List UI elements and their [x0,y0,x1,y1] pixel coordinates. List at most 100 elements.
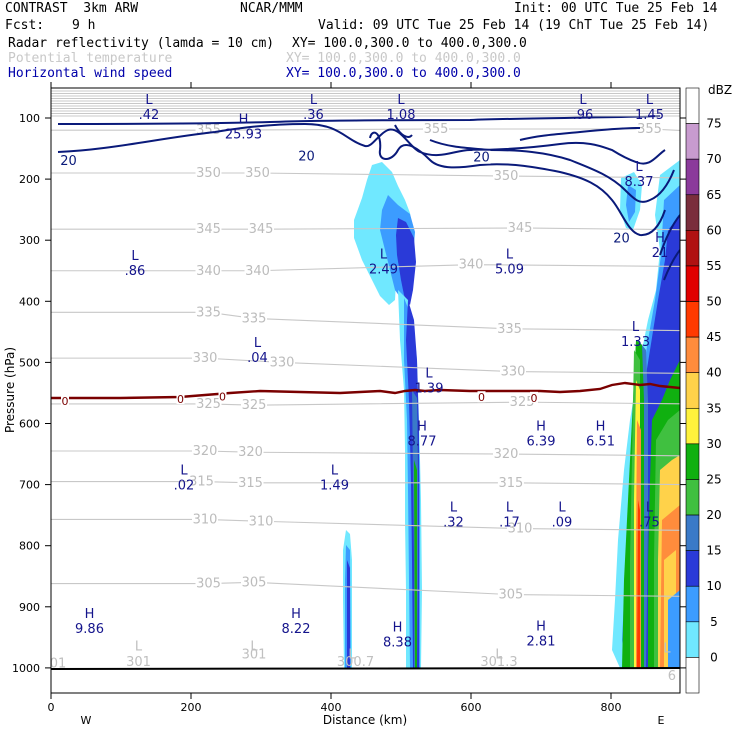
theta-label-bg [493,446,519,461]
theta-label-bg [269,354,295,369]
theta-label: 305 [242,575,267,590]
colorbar-level: 45 [706,330,721,344]
theta-label-bg [244,262,271,277]
colorbar-swatch [685,230,700,267]
theta-label: 320 [494,447,519,462]
colorbar-level: 55 [706,259,721,273]
theta-label-bg [458,256,484,271]
theta-label-bg [248,221,274,236]
extremum-kind: L [145,93,153,108]
extremum-value: 8.38 [383,636,412,651]
theta-label: 315 [189,475,214,490]
extremum-kind: L [646,500,654,515]
field-theta: Potential temperature [8,51,173,66]
surface-label: 01 [50,657,67,672]
y-tick-label: 300 [19,234,40,247]
theta-label: 340 [459,258,484,273]
colorbar-swatch [685,123,700,160]
extremum-value: .02 [174,479,195,494]
theta-label-bg [507,219,533,234]
theta-label: 355 [637,122,662,137]
zero-label: 0 [531,392,538,405]
extremum-value: 8.77 [408,435,437,450]
surface-label: L [663,641,671,656]
theta-label: 340 [196,264,221,279]
colorbar-level: 75 [706,117,721,131]
surface-label: 301 [126,655,151,670]
reflectivity-fill [343,160,680,668]
extremum-kind: L [331,464,339,479]
extremum-value: 8.37 [625,175,654,190]
field-reflectivity-xy: XY= 100.0,300.0 to 400.0,300.0 [292,36,527,51]
model-title: CONTRAST 3km ARW [5,1,139,16]
terrain-line [51,667,680,670]
field-wind-xy: XY= 100.0,300.0 to 400.0,300.0 [286,66,521,81]
extremum-kind: L [180,464,188,479]
extremum-value: 21 [652,246,669,261]
theta-label-bg [241,310,267,325]
extremum-kind: H [417,420,427,435]
colorbar-swatch [685,585,700,623]
y-tick-label: 500 [19,356,40,369]
extremum-value: .42 [139,108,160,123]
theta-label: 345 [508,221,533,236]
init-time: Init: 00 UTC Tue 25 Feb 14 [514,1,718,16]
colorbar-swatch [685,443,700,480]
surface-label: 301.3 [480,655,517,670]
y-tick-label: 200 [19,173,40,186]
zero-label-bg [477,391,486,403]
surface-label: L [348,647,356,662]
colorbar-level: 70 [706,152,721,166]
freezing-level-line [51,381,680,400]
zero-label-bg [176,393,185,405]
theta-label-bg [241,397,267,412]
x-end-west: W [81,714,92,727]
theta-label: 305 [498,588,523,603]
theta-label-bg [636,120,663,135]
x-tick-label: 200 [181,701,202,714]
extremum-value: 5.09 [495,262,524,277]
theta-label: 315 [238,476,263,491]
colorbar-swatch [685,479,700,516]
wind-label-bg [297,149,316,163]
theta-label: 305 [196,577,221,592]
extremum-kind: L [131,249,139,264]
y-tick-label: 900 [19,601,40,614]
extremum-value: .75 [639,515,660,530]
extremum-value: 2.81 [527,634,556,649]
theta-label-bg [195,164,222,179]
theta-label-bg [192,442,218,457]
extremum-kind: L [632,320,640,335]
extremum-value: 1.45 [635,108,664,123]
extremum-kind: L [558,500,566,515]
theta-label-bg [500,363,526,378]
extremum-value: 1.39 [415,382,444,397]
colorbar-level: 30 [706,437,721,451]
extremum-kind: H [536,619,546,634]
wind-label-bg [59,153,78,167]
extremum-value: 1.08 [387,108,416,123]
extremum-value: 2.49 [369,262,398,277]
theta-label-bg [195,304,222,319]
colorbar-swatch [685,265,700,302]
extremum-value: .32 [443,515,464,530]
theta-label-bg [188,473,215,488]
theta-label-bg [195,395,222,410]
theta-label: 345 [249,222,274,237]
theta-label: 330 [270,355,295,370]
zero-label-bg [218,390,227,402]
surface-label: L [250,640,258,655]
theta-label-bg [241,574,267,589]
extrema-labels: L.42L.36L1.08L.96L1.45H25.93L8.37L.86L2.… [75,93,668,651]
theta-label: 325 [242,398,267,413]
wind-label-bg [472,150,491,164]
extremum-value: 6.39 [527,435,556,450]
theta-label: 350 [196,166,221,181]
wind-label: 20 [60,154,77,169]
theta-label: 310 [249,514,274,529]
colorbar-unit: dBZ [708,83,732,97]
x-tick-label: 0 [48,701,55,714]
extremum-kind: L [397,93,405,108]
